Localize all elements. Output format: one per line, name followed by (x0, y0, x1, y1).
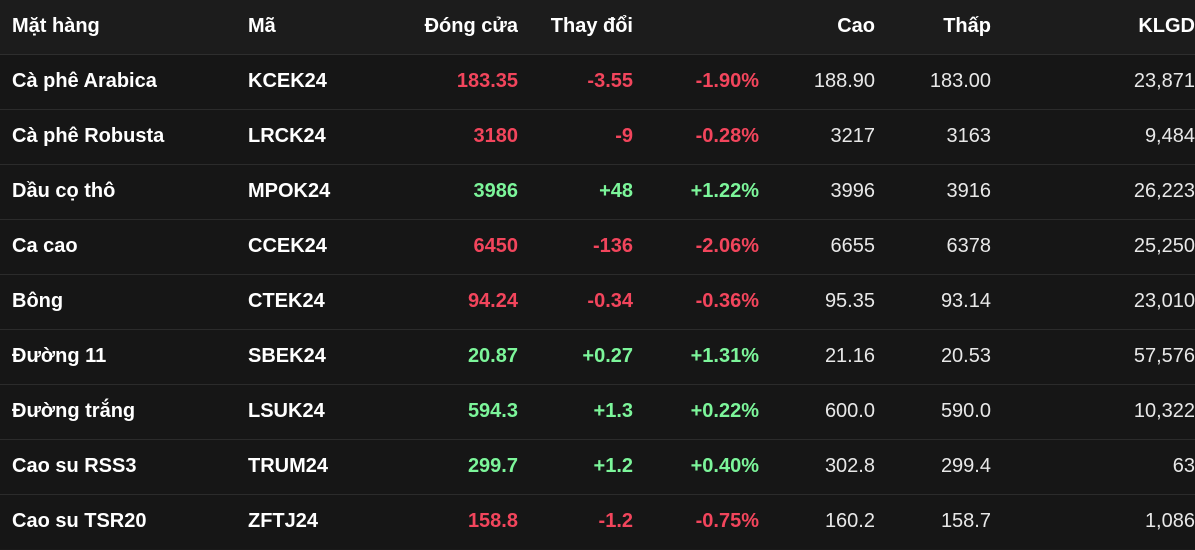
low-price-cell: 158.7 (940, 510, 991, 533)
low-price-cell: 183.00 (875, 54, 991, 110)
volume-cell: 26,223 (991, 164, 1195, 220)
volume-cell: 57,576 (991, 329, 1195, 385)
close-price-cell: 183.35 (408, 54, 518, 110)
low-price-cell: 3163 (875, 109, 991, 165)
table-header: Mặt hàng Mã Đóng cửa Thay đổi Cao Thấp K… (0, 0, 1195, 55)
commodity-name-cell: Ca cao (0, 219, 248, 275)
header-high[interactable]: Cao (759, 0, 875, 55)
high-price-cell: 3217 (759, 109, 875, 165)
symbol-cell: LRCK24 (248, 109, 408, 165)
table-row[interactable]: Dầu cọ thô MPOK24 3986 +48 +1.22% 3996 3916 26,… (0, 164, 1195, 220)
change-cell: -9 (518, 109, 633, 165)
close-price-cell: 594.3 (408, 384, 518, 440)
low-price-cell: 20.53 (875, 329, 991, 385)
table-row[interactable]: Ca cao CCEK24 6450 -136 -2.06% 6655 6378 25,250 (0, 219, 1195, 275)
change-pct-cell: -1.90% (633, 54, 759, 110)
commodity-name-cell: Dầu cọ thô (0, 164, 248, 220)
table-row[interactable]: Đường trắng LSUK24 594.3 +1.3 +0.22% 600.0 590… (0, 384, 1195, 440)
header-row: Mặt hàng Mã Đóng cửa Thay đổi Cao Thấp K… (0, 0, 1195, 55)
change-cell: +0.27 (518, 329, 633, 385)
change-pct-cell: -0.28% (633, 109, 759, 165)
volume-cell: 9,484 (991, 109, 1195, 165)
change-pct-cell: +1.31% (633, 329, 759, 385)
high-price-cell: 21.16 (759, 329, 875, 385)
close-price-cell: 6450 (408, 219, 518, 275)
low-price-cell: 590.0 (875, 384, 991, 440)
close-price-cell: 299.7 (408, 439, 518, 495)
symbol-cell: SBEK24 (248, 329, 408, 385)
change-pct-cell: +0.22% (633, 384, 759, 440)
commodity-name-cell: Cà phê Robusta (0, 109, 248, 165)
header-symbol[interactable]: Mã (248, 0, 408, 55)
high-price-cell: 6655 (759, 219, 875, 275)
change-cell: -136 (518, 219, 633, 275)
change-pct-cell: +0.40% (633, 439, 759, 495)
symbol-cell: MPOK24 (248, 164, 408, 220)
symbol-cell: ZFTJ24 (248, 510, 319, 533)
change-pct-cell: -0.36% (633, 274, 759, 330)
high-price-cell: 600.0 (759, 384, 875, 440)
table-row[interactable]: Cà phê Arabica KCEK24 183.35 -3.55 -1.90% 188… (0, 54, 1195, 110)
symbol-cell: LSUK24 (248, 384, 408, 440)
high-price-cell: 302.8 (759, 439, 875, 495)
commodity-name-cell: Đường trắng (0, 384, 248, 440)
table-row[interactable]: Bông CTEK24 94.24 -0.34 -0.36% 95.35 93.14 23,0… (0, 274, 1195, 330)
change-pct-cell: -2.06% (633, 219, 759, 275)
header-name[interactable]: Mặt hàng (0, 0, 248, 55)
change-pct-cell: -0.75% (695, 510, 759, 533)
change-pct-cell: +1.22% (633, 164, 759, 220)
low-price-cell: 299.4 (875, 439, 991, 495)
table-body: Cà phê Arabica KCEK24 183.35 -3.55 -1.90% 188… (0, 54, 1195, 549)
commodity-name-cell: Cao su TSR20 (12, 510, 147, 533)
close-price-cell: 3986 (408, 164, 518, 220)
change-cell: -3.55 (518, 54, 633, 110)
high-price-cell: 3996 (759, 164, 875, 220)
commodity-name-cell: Cao su RSS3 (0, 439, 248, 495)
change-cell: -0.34 (518, 274, 633, 330)
low-price-cell: 93.14 (875, 274, 991, 330)
close-price-cell: 20.87 (408, 329, 518, 385)
high-price-cell: 160.2 (824, 510, 875, 533)
volume-cell: 1,086 (1144, 510, 1195, 533)
symbol-cell: CTEK24 (248, 274, 408, 330)
change-cell: +1.2 (518, 439, 633, 495)
table-row[interactable]: Cao su TSR20 ZFTJ24 158.8 -1.2 -0.75% 160.2 15… (0, 494, 1195, 549)
change-cell: +48 (518, 164, 633, 220)
volume-cell: 10,322 (991, 384, 1195, 440)
commodity-name-cell: Đường 11 (0, 329, 248, 385)
symbol-cell: CCEK24 (248, 219, 408, 275)
symbol-cell: KCEK24 (248, 54, 408, 110)
header-close[interactable]: Đóng cửa (408, 0, 518, 55)
low-price-cell: 6378 (875, 219, 991, 275)
close-price-cell: 158.8 (467, 510, 518, 533)
table-row[interactable]: Cao su RSS3 TRUM24 299.7 +1.2 +0.40% 302.8 299… (0, 439, 1195, 495)
header-volume[interactable]: KLGD (991, 0, 1195, 55)
volume-cell: 25,250 (991, 219, 1195, 275)
commodity-name-cell: Bông (0, 274, 248, 330)
volume-cell: 23,010 (991, 274, 1195, 330)
change-cell: +1.3 (518, 384, 633, 440)
change-cell: -1.2 (598, 510, 633, 533)
close-price-cell: 94.24 (408, 274, 518, 330)
high-price-cell: 188.90 (759, 54, 875, 110)
high-price-cell: 95.35 (759, 274, 875, 330)
table-row[interactable]: Cà phê Robusta LRCK24 3180 -9 -0.28% 3217 3163… (0, 109, 1195, 165)
commodity-name-cell: Cà phê Arabica (0, 54, 248, 110)
close-price-cell: 3180 (408, 109, 518, 165)
header-low[interactable]: Thấp (875, 0, 991, 55)
table-row[interactable]: Đường 11 SBEK24 20.87 +0.27 +1.31% 21.16 20.53… (0, 329, 1195, 385)
header-change-pct (633, 0, 759, 55)
volume-cell: 23,871 (991, 54, 1195, 110)
header-change[interactable]: Thay đổi (518, 0, 633, 55)
symbol-cell: TRUM24 (248, 439, 408, 495)
volume-cell: 63 (991, 439, 1195, 495)
low-price-cell: 3916 (875, 164, 991, 220)
